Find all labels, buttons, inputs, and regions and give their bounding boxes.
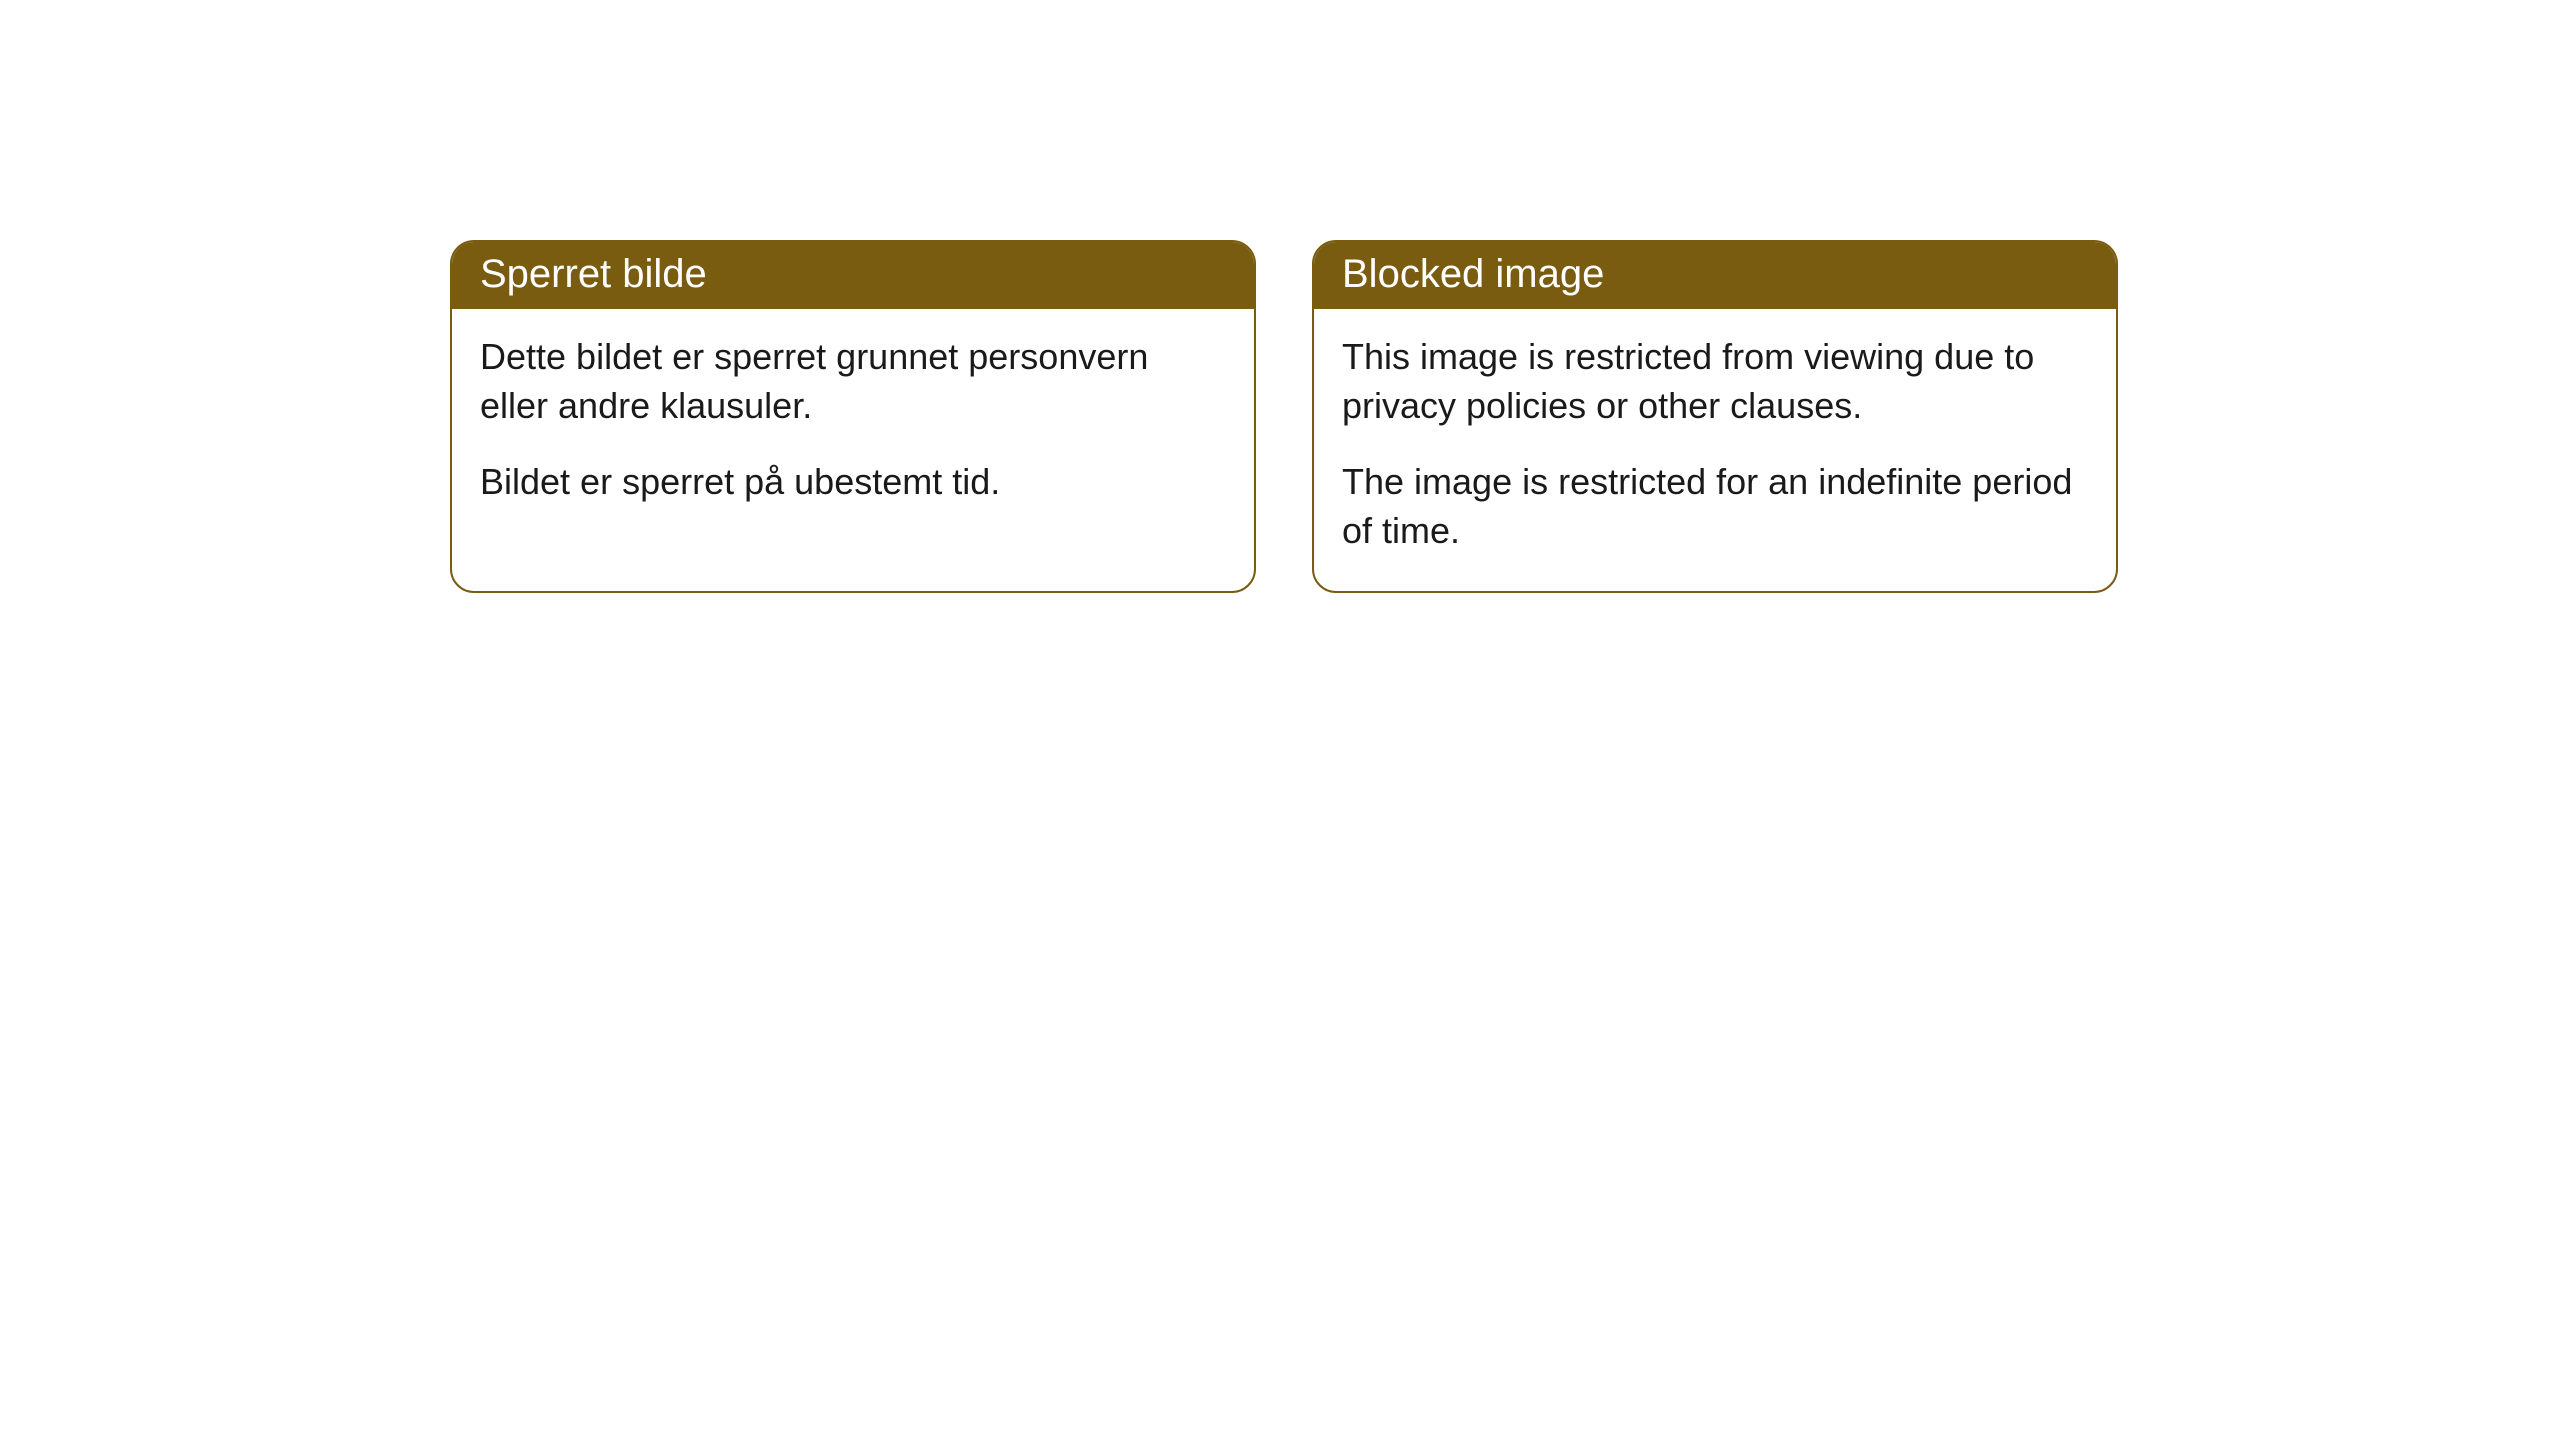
card-paragraph-english-2: The image is restricted for an indefinit…: [1342, 458, 2088, 555]
notice-cards-container: Sperret bilde Dette bildet er sperret gr…: [450, 240, 2118, 593]
card-header-english: Blocked image: [1314, 242, 2116, 309]
blocked-image-notice-norwegian: Sperret bilde Dette bildet er sperret gr…: [450, 240, 1256, 593]
card-title-english: Blocked image: [1342, 252, 1604, 296]
card-title-norwegian: Sperret bilde: [480, 252, 707, 296]
card-paragraph-norwegian-2: Bildet er sperret på ubestemt tid.: [480, 458, 1226, 507]
card-body-norwegian: Dette bildet er sperret grunnet personve…: [452, 309, 1254, 543]
card-paragraph-english-1: This image is restricted from viewing du…: [1342, 333, 2088, 430]
card-body-english: This image is restricted from viewing du…: [1314, 309, 2116, 591]
card-header-norwegian: Sperret bilde: [452, 242, 1254, 309]
blocked-image-notice-english: Blocked image This image is restricted f…: [1312, 240, 2118, 593]
card-paragraph-norwegian-1: Dette bildet er sperret grunnet personve…: [480, 333, 1226, 430]
